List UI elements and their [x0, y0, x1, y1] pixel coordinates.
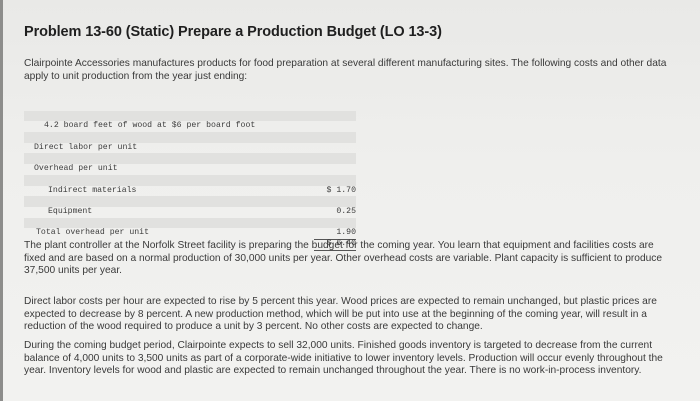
row-label: Equipment [48, 206, 93, 216]
paragraph-sales-inventory: During the coming budget period, Clairpo… [24, 340, 663, 376]
row-value: $ 6.40 [314, 239, 356, 251]
table-row: 4.2 board feet of wood at $6 per board f… [24, 110, 356, 130]
paragraph-cost-changes: Direct labor costs per hour are expected… [24, 296, 657, 332]
table-row: Direct labor per unit [24, 132, 356, 152]
row-value: 1.90 [314, 228, 356, 240]
row-label: Direct labor per unit [34, 142, 138, 152]
table-row: Indirect materials 0.75 [24, 174, 356, 205]
table-row: Direct materials per unit [24, 100, 356, 120]
problem-title: Problem 13-60 (Static) Prepare a Product… [24, 24, 442, 40]
table-row: 0.4 hour at $25 per hour [24, 143, 356, 162]
intro-paragraph: Clairpointe Accessories manufactures pro… [24, 58, 667, 82]
table-row: Power 0.25 [24, 186, 356, 216]
table-row: Overhead per unit [24, 153, 356, 173]
row-label: Total overhead per unit [36, 228, 150, 238]
row-label: Overhead per unit [34, 164, 118, 174]
table-row: Indirect labor $ 1.70 [24, 164, 356, 195]
table-row: Facilities 1.90 [24, 207, 356, 240]
row-label: Indirect materials [48, 185, 137, 195]
table-row: 0.8 pounds of plastic at $0.50 per pound [24, 121, 356, 141]
cost-table: Direct materials per unit 4.2 board feet… [24, 100, 356, 251]
window-edge [0, 0, 3, 401]
table-row-total: Total overhead per unit $ 6.40 [24, 217, 356, 251]
row-value: $ 1.70 [326, 185, 356, 195]
paragraph-plant-controller: The plant controller at the Norfolk Stre… [24, 240, 663, 276]
row-label: 4.2 board feet of wood at $6 per board f… [44, 121, 256, 131]
row-value: 0.25 [336, 206, 356, 216]
table-row: Equipment 1.80 [24, 196, 356, 227]
